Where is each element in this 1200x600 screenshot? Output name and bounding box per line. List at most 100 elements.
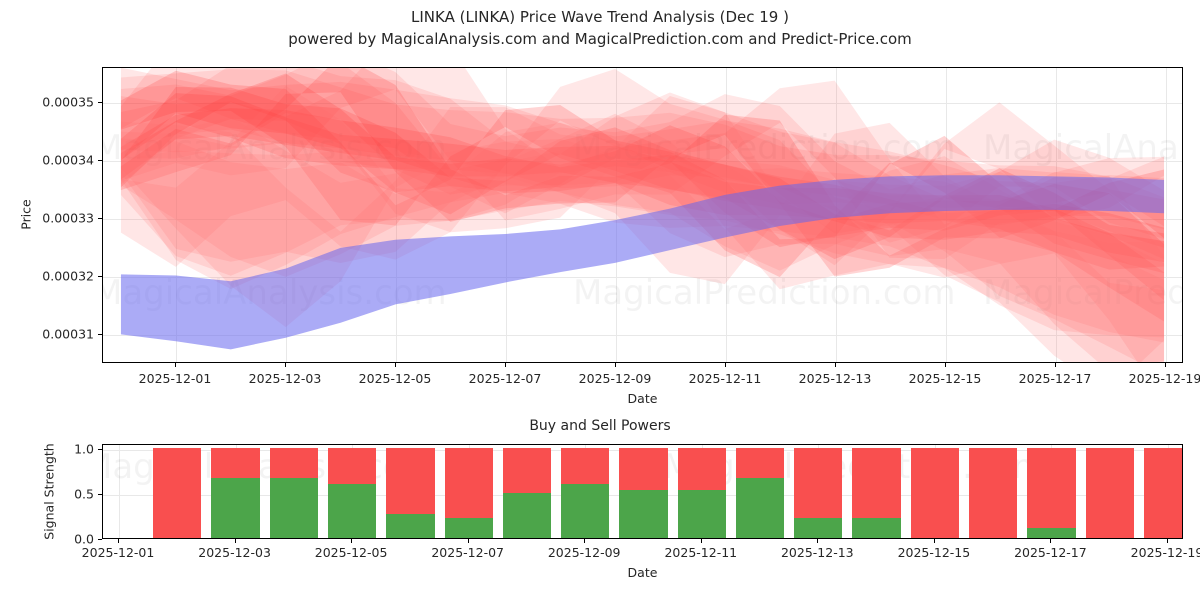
bar-2025-12-13[interactable] bbox=[794, 447, 843, 538]
bars-xtick-mark-6 bbox=[817, 539, 819, 543]
page-subtitle: powered by MagicalAnalysis.com and Magic… bbox=[288, 30, 912, 48]
bar-2025-12-07[interactable] bbox=[444, 447, 493, 538]
bar-segment-sell bbox=[794, 447, 843, 519]
price-ytick-mark-4 bbox=[98, 101, 102, 103]
bars-xtick-label-5: 2025-12-11 bbox=[664, 545, 738, 560]
bar-segment-sell bbox=[502, 447, 552, 493]
bars-title: Buy and Sell Powers bbox=[529, 418, 671, 434]
bars-ytick-mark-2 bbox=[98, 448, 102, 450]
bar-segment-buy bbox=[561, 483, 610, 538]
bar-2025-12-12[interactable] bbox=[735, 447, 785, 538]
bar-segment-sell bbox=[910, 447, 960, 538]
price-xtick-label-4: 2025-12-09 bbox=[578, 371, 652, 386]
bar-2025-12-09[interactable] bbox=[561, 447, 610, 538]
bar-2025-12-18[interactable] bbox=[1085, 447, 1134, 538]
bar-segment-sell bbox=[444, 447, 493, 519]
price-band-support-band-wide-0 bbox=[120, 85, 1165, 362]
price-x-axis-label: Date bbox=[627, 391, 658, 406]
price-xtick-mark-9 bbox=[1165, 363, 1166, 367]
price-xtick-label-3: 2025-12-07 bbox=[468, 371, 542, 386]
bar-2025-12-02[interactable] bbox=[153, 447, 202, 538]
bars-xtick-mark-8 bbox=[1050, 539, 1052, 543]
bar-segment-sell bbox=[561, 447, 610, 484]
bar-2025-12-10[interactable] bbox=[619, 447, 668, 538]
price-xtick-mark-3 bbox=[505, 363, 506, 367]
price-band-support-band-wide-1 bbox=[120, 113, 1165, 362]
price-xtick-label-2: 2025-12-05 bbox=[358, 371, 432, 386]
price-xtick-mark-1 bbox=[285, 363, 286, 367]
bar-2025-12-03[interactable] bbox=[211, 447, 260, 538]
bars-xtick-mark-0 bbox=[118, 539, 119, 543]
bar-2025-12-16[interactable] bbox=[969, 447, 1018, 538]
bars-ytick-mark-1 bbox=[98, 493, 102, 495]
price-xtick-label-6: 2025-12-13 bbox=[798, 371, 872, 386]
bar-2025-12-04[interactable] bbox=[269, 447, 318, 538]
price-xtick-mark-5 bbox=[725, 363, 726, 367]
bar-2025-12-15[interactable] bbox=[910, 447, 960, 538]
bar-segment-sell bbox=[153, 447, 202, 538]
bars-xtick-label-4: 2025-12-09 bbox=[547, 545, 621, 560]
price-wave-bands bbox=[120, 68, 1165, 362]
price-ytick-mark-0 bbox=[98, 334, 102, 335]
price-xtick-mark-0 bbox=[175, 363, 176, 367]
bars-xtick-label-1: 2025-12-03 bbox=[198, 545, 271, 560]
bar-2025-12-14[interactable] bbox=[852, 447, 901, 538]
price-ytick-label-2: 0.00033 bbox=[42, 210, 94, 226]
bar-segment-sell bbox=[211, 447, 260, 479]
price-gridline-h-1 bbox=[103, 276, 1182, 278]
bars-xtick-label-8: 2025-12-17 bbox=[1014, 545, 1087, 560]
bar-2025-12-17[interactable] bbox=[1027, 447, 1076, 538]
price-ytick-label-4: 0.00035 bbox=[42, 94, 94, 110]
bars-xtick-mark-7 bbox=[933, 539, 935, 543]
bar-2025-12-08[interactable] bbox=[502, 447, 552, 538]
price-band-resistance-band-mid-3 bbox=[120, 108, 1165, 263]
bar-2025-12-05[interactable] bbox=[327, 447, 377, 538]
price-band-resistance-band-mid-4 bbox=[120, 86, 1165, 274]
bar-segment-buy bbox=[269, 478, 318, 538]
price-gridline-v-2 bbox=[396, 68, 397, 362]
bar-2025-12-19[interactable] bbox=[1143, 447, 1182, 538]
price-xtick-mark-4 bbox=[615, 363, 616, 367]
price-gridline-v-1 bbox=[286, 68, 287, 362]
bars-ytick-label-1: 0.5 bbox=[74, 486, 94, 502]
bar-segment-sell bbox=[1027, 447, 1076, 529]
bar-segment-buy bbox=[677, 490, 726, 538]
price-gridline-h-0 bbox=[103, 335, 1182, 336]
bars-ytick-label-0: 0.0 bbox=[74, 531, 94, 547]
price-band-prediction-band-blue-0 bbox=[120, 175, 1165, 350]
bar-segment-sell bbox=[269, 447, 318, 479]
bar-segment-sell bbox=[969, 447, 1018, 538]
bar-segment-sell bbox=[1085, 447, 1134, 538]
bars-xtick-label-3: 2025-12-07 bbox=[431, 545, 505, 560]
bar-segment-buy bbox=[1027, 528, 1076, 538]
price-xtick-label-9: 2025-12-19 bbox=[1128, 371, 1200, 386]
bar-segment-buy bbox=[619, 490, 668, 538]
bar-2025-12-11[interactable] bbox=[677, 447, 726, 538]
price-gridline-v-9 bbox=[1166, 68, 1167, 362]
price-ytick-label-0: 0.00031 bbox=[42, 326, 94, 342]
bars-xtick-label-7: 2025-12-15 bbox=[897, 545, 971, 560]
price-ytick-mark-3 bbox=[98, 159, 102, 161]
price-xtick-mark-8 bbox=[1055, 363, 1056, 367]
price-xtick-mark-6 bbox=[835, 363, 836, 367]
price-xtick-label-0: 2025-12-01 bbox=[138, 371, 212, 386]
price-gridline-v-0 bbox=[176, 68, 177, 362]
bar-segment-sell bbox=[386, 447, 435, 514]
price-gridline-v-3 bbox=[506, 68, 507, 362]
bar-2025-12-06[interactable] bbox=[386, 447, 435, 538]
price-xtick-mark-2 bbox=[395, 363, 396, 367]
price-gridline-h-4 bbox=[103, 102, 1182, 104]
bar-segment-buy bbox=[794, 518, 843, 538]
bar-segment-buy bbox=[444, 518, 493, 538]
price-gridline-v-7 bbox=[946, 68, 947, 362]
price-band-resistance-band-mid-0 bbox=[120, 68, 1165, 277]
bar-segment-sell bbox=[1143, 447, 1182, 538]
price-ytick-mark-2 bbox=[98, 217, 102, 219]
bars-xtick-mark-9 bbox=[1167, 539, 1168, 543]
bars-xtick-mark-1 bbox=[234, 539, 236, 543]
bars-ytick-label-2: 1.0 bbox=[74, 441, 94, 456]
bars-xtick-label-0: 2025-12-01 bbox=[81, 545, 155, 560]
price-gridline-v-4 bbox=[616, 68, 617, 362]
bar-segment-sell bbox=[327, 447, 377, 484]
